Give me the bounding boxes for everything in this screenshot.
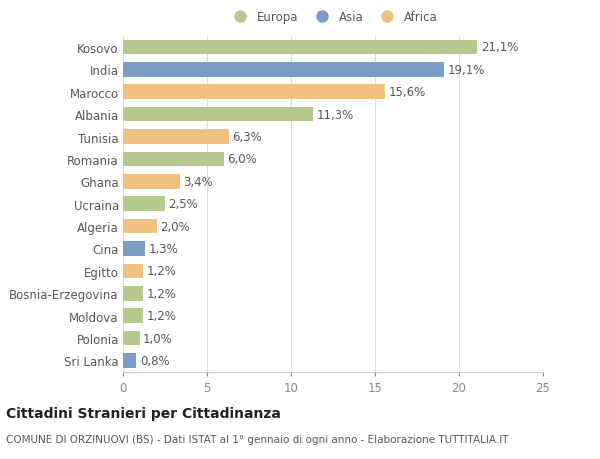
Text: COMUNE DI ORZINUOVI (BS) - Dati ISTAT al 1° gennaio di ogni anno - Elaborazione : COMUNE DI ORZINUOVI (BS) - Dati ISTAT al… xyxy=(6,434,509,444)
Bar xyxy=(123,242,145,256)
Bar xyxy=(123,197,165,212)
Text: 3,4%: 3,4% xyxy=(184,175,213,188)
Text: 21,1%: 21,1% xyxy=(481,41,518,54)
Text: 15,6%: 15,6% xyxy=(388,86,425,99)
Bar xyxy=(123,152,224,167)
Bar xyxy=(123,41,478,55)
Bar xyxy=(123,130,229,145)
Bar xyxy=(123,331,140,346)
Text: Cittadini Stranieri per Cittadinanza: Cittadini Stranieri per Cittadinanza xyxy=(6,406,281,420)
Bar xyxy=(123,353,136,368)
Text: 0,8%: 0,8% xyxy=(140,354,169,367)
Text: 2,5%: 2,5% xyxy=(169,198,198,211)
Bar xyxy=(123,264,143,279)
Text: 1,2%: 1,2% xyxy=(146,265,176,278)
Text: 1,0%: 1,0% xyxy=(143,332,173,345)
Text: 6,3%: 6,3% xyxy=(232,131,262,144)
Text: 1,3%: 1,3% xyxy=(148,242,178,255)
Text: 11,3%: 11,3% xyxy=(316,108,353,121)
Text: 2,0%: 2,0% xyxy=(160,220,190,233)
Bar xyxy=(123,286,143,301)
Text: 1,2%: 1,2% xyxy=(146,309,176,322)
Text: 6,0%: 6,0% xyxy=(227,153,257,166)
Bar xyxy=(123,309,143,323)
Bar xyxy=(123,219,157,234)
Bar xyxy=(123,175,180,189)
Text: 19,1%: 19,1% xyxy=(447,64,485,77)
Legend: Europa, Asia, Africa: Europa, Asia, Africa xyxy=(225,7,441,28)
Text: 1,2%: 1,2% xyxy=(146,287,176,300)
Bar xyxy=(123,63,444,78)
Bar xyxy=(123,85,385,100)
Bar xyxy=(123,108,313,122)
